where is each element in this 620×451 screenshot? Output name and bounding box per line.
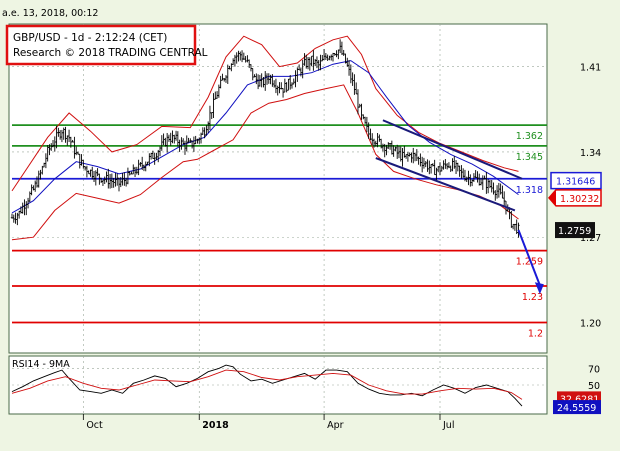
x-tick-label: Oct bbox=[86, 420, 103, 431]
axes: Oct 2018 Apr Jul 1.41 1.34 1.27 1.20 70 50 bbox=[82, 63, 601, 431]
rsi-y-tick-label: 70 bbox=[588, 364, 600, 375]
price-bars bbox=[10, 39, 520, 238]
bollinger-lower bbox=[11, 84, 519, 241]
level-label: 1.362 bbox=[516, 131, 543, 142]
y-tick-label: 1.20 bbox=[580, 319, 601, 330]
rsi-y-tick-label: 50 bbox=[588, 381, 600, 392]
y-tick-label: 1.41 bbox=[580, 63, 601, 74]
y-tick-label: 1.34 bbox=[580, 148, 601, 159]
rsi-ma-value-label: 32.6281 bbox=[560, 394, 599, 405]
price-panel bbox=[8, 23, 548, 354]
level-label: 1.2 bbox=[528, 329, 543, 340]
pivot-price-box bbox=[550, 171, 602, 190]
header-title: GBP/USD - 1d - 2:12:24 (CET) bbox=[13, 32, 167, 44]
pivot-price-label: 1.31646 bbox=[556, 177, 595, 188]
rsi-title: RSI14 - 9MA bbox=[12, 359, 70, 370]
channel-lower-line bbox=[375, 157, 516, 212]
red-price-arrow bbox=[548, 189, 602, 207]
top-date: a.e. 13, 2018, 00:12 bbox=[2, 8, 98, 19]
forecast-arrow-head bbox=[534, 282, 544, 295]
bollinger-upper bbox=[11, 35, 519, 192]
horizontal-levels: 1.362 1.345 1.318 1.259 1.23 1.2 bbox=[12, 124, 547, 340]
price-channel bbox=[375, 119, 523, 212]
level-label: 1.345 bbox=[516, 152, 543, 163]
header-box bbox=[5, 24, 197, 66]
rsi-lines bbox=[11, 364, 523, 407]
x-tick-label: Apr bbox=[327, 420, 344, 431]
rsi-ma-line bbox=[11, 369, 523, 400]
level-label: 1.259 bbox=[516, 257, 543, 268]
forecast-arrow-line bbox=[517, 229, 541, 286]
current-price-box bbox=[555, 222, 595, 239]
channel-upper-line bbox=[382, 119, 523, 180]
rsi-value-box bbox=[553, 400, 601, 415]
level-label: 1.23 bbox=[522, 292, 543, 303]
x-tick-label: 2018 bbox=[202, 420, 229, 431]
red-price-arrow-tip bbox=[549, 190, 556, 205]
rsi-value-label: 24.5559 bbox=[557, 403, 596, 414]
current-price-label: 1.2759 bbox=[558, 226, 591, 237]
x-tick-label: Jul bbox=[442, 420, 454, 431]
forecast-arrow bbox=[517, 229, 544, 295]
rsi-line bbox=[11, 364, 523, 407]
level-label: 1.318 bbox=[516, 185, 543, 196]
header-research: Research © 2018 TRADING CENTRAL bbox=[13, 47, 208, 59]
red-price-label: 1.30232 bbox=[560, 194, 599, 205]
y-tick-label: 1.27 bbox=[580, 233, 601, 244]
